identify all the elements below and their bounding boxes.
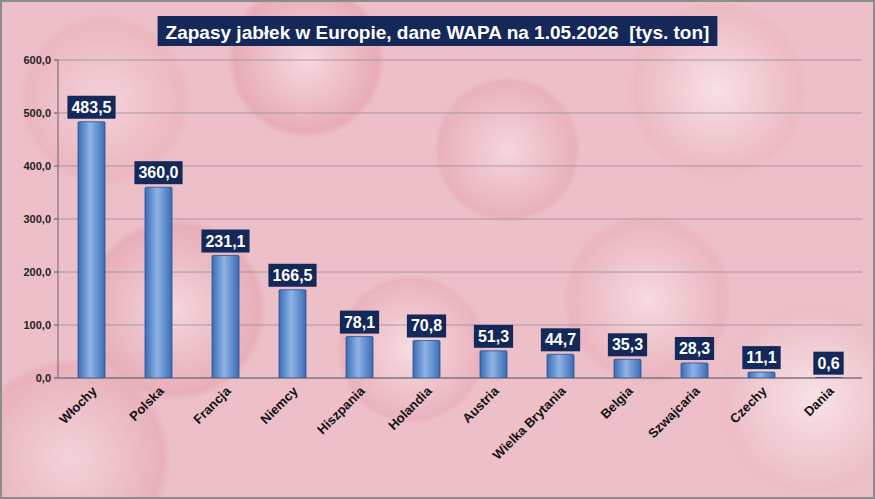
tick-label: 0,0: [36, 372, 51, 384]
grid-line: [58, 60, 862, 61]
data-label: 483,5: [71, 99, 111, 116]
tick-mark: [54, 378, 58, 379]
category-label: Holandia: [385, 383, 435, 433]
category-label: Włochy: [56, 383, 100, 427]
bar: [815, 377, 842, 378]
grid-line: [58, 378, 862, 379]
category-label: Belgia: [597, 383, 636, 422]
data-label: 35,3: [612, 336, 643, 353]
grid-line: [58, 272, 862, 273]
tick-label: 500,0: [23, 107, 51, 119]
title-box: [158, 16, 718, 46]
tick-label: 300,0: [23, 213, 51, 225]
category-label: Wielka Brytania: [490, 383, 570, 463]
tick-mark: [54, 272, 58, 273]
category-label: Dania: [801, 383, 837, 419]
data-label-box: [474, 325, 513, 348]
grid-line: [58, 325, 862, 326]
data-label: 0,6: [817, 355, 839, 372]
data-label-box: [608, 333, 647, 356]
data-label: 11,1: [746, 349, 776, 366]
tick-mark: [54, 60, 58, 61]
frame: [1, 1, 874, 498]
tick-label: 100,0: [23, 319, 51, 331]
data-label-box: [67, 96, 115, 119]
data-label-box: [742, 346, 780, 369]
tick-label: 200,0: [23, 266, 51, 278]
data-label-box: [268, 264, 316, 287]
y-axis: [58, 60, 59, 378]
tick-mark: [54, 219, 58, 220]
data-label: 360,0: [138, 164, 178, 181]
grid: [54, 60, 862, 378]
tick-label: 400,0: [23, 160, 51, 172]
tick-mark: [54, 325, 58, 326]
category-label: Niemcy: [257, 383, 301, 427]
bar: [346, 337, 373, 378]
data-label: 51,3: [478, 328, 509, 345]
tick-label: 600,0: [23, 54, 51, 66]
data-label-box: [675, 337, 714, 360]
bar: [614, 359, 641, 378]
category-label: Hiszpania: [314, 383, 368, 437]
grid-line: [58, 113, 862, 114]
data-label: 28,3: [679, 340, 710, 357]
category-label: Francja: [190, 383, 234, 427]
data-label: 70,8: [411, 317, 442, 334]
x-axis: [58, 378, 862, 379]
title: Zapasy jabłek w Europie, dane WAPA na 1.…: [166, 22, 710, 43]
data-label-box: [407, 314, 446, 337]
grid-line: [58, 219, 862, 220]
data-label-box: [340, 311, 379, 334]
data-label-box: [541, 328, 580, 351]
bar: [480, 351, 507, 378]
bar: [547, 354, 574, 378]
tick-mark: [54, 166, 58, 167]
category-label: Austria: [459, 383, 502, 426]
data-label: 231,1: [205, 233, 245, 250]
category-label: Polska: [126, 383, 167, 424]
tick-mark: [54, 113, 58, 114]
data-label: 44,7: [545, 331, 576, 348]
data-label: 78,1: [344, 314, 375, 331]
bar: [681, 363, 708, 378]
bar: [212, 256, 239, 378]
bar: [78, 122, 105, 378]
data-label-box: [201, 230, 249, 253]
bars: [78, 122, 842, 378]
bar: [748, 372, 775, 378]
data-label: 166,5: [272, 267, 312, 284]
bar: [145, 187, 172, 378]
bar: [413, 340, 440, 378]
data-label-box: [813, 352, 843, 375]
data-labels: 483,5 360,0 231,1 166,5 78,1 70,8 51,3 44,7 35,3…: [67, 96, 843, 375]
category-label: Szwajcaria: [645, 383, 703, 441]
chart: 0,0 100,0 200,0 300,0 400,0 500,0 600,0 483,5 36…: [0, 0, 875, 499]
category-label: Czechy: [727, 383, 770, 426]
data-label-box: [134, 161, 182, 184]
bar: [279, 290, 306, 378]
